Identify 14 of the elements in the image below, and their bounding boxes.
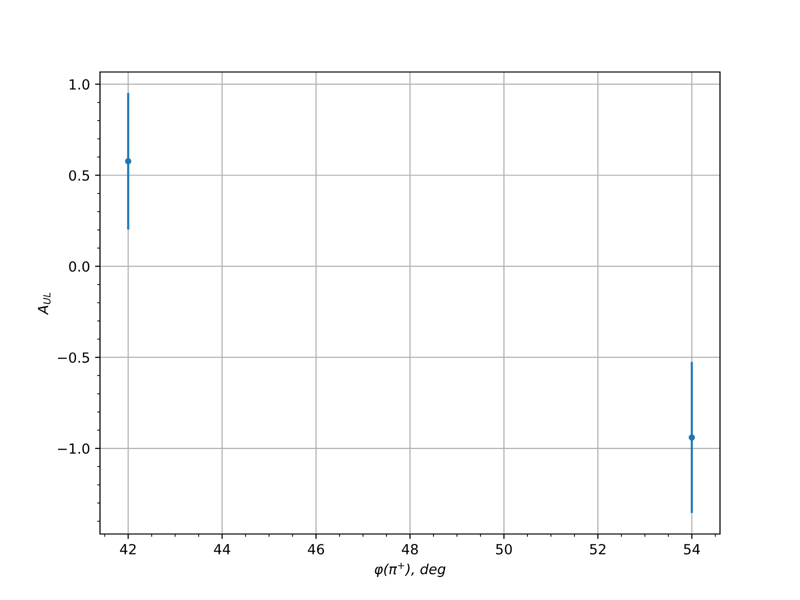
- y-tick-label: 0.0: [69, 261, 90, 272]
- x-tick-label: 42: [120, 544, 136, 554]
- y-tick-label: 0.5: [69, 170, 90, 181]
- x-tick-label: 46: [308, 544, 324, 554]
- y-tick-label: −1.0: [58, 443, 90, 454]
- y-tick-label: 1.0: [70, 79, 90, 90]
- x-tick-label: 44: [214, 544, 230, 554]
- x-tick-label: 52: [590, 544, 606, 554]
- y-tick-label: −0.5: [58, 352, 90, 363]
- x-tick-label: 50: [496, 544, 512, 554]
- x-tick-label: 54: [684, 544, 700, 554]
- x-tick-label: 48: [402, 544, 418, 554]
- y-axis-title: A$_{UL}$: [38, 292, 51, 316]
- x-axis-title: φ(π$^{+}$), deg: [374, 562, 446, 578]
